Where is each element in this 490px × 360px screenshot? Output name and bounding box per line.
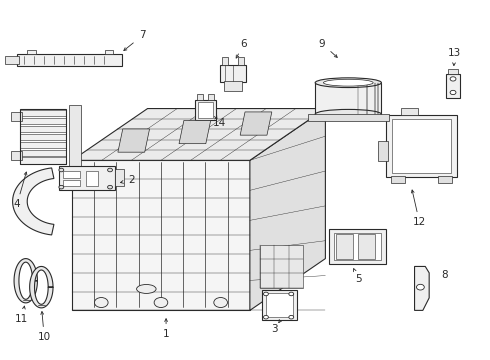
Bar bbox=[59, 166, 115, 190]
Polygon shape bbox=[179, 121, 211, 144]
Polygon shape bbox=[250, 109, 325, 310]
Text: 14: 14 bbox=[213, 118, 226, 128]
Text: 7: 7 bbox=[139, 30, 146, 40]
Bar bbox=[20, 109, 66, 164]
Circle shape bbox=[59, 185, 64, 189]
Bar bbox=[392, 119, 451, 173]
Bar bbox=[439, 176, 452, 183]
Bar bbox=[69, 105, 81, 169]
Bar bbox=[196, 100, 216, 120]
Bar bbox=[401, 108, 418, 114]
Polygon shape bbox=[240, 112, 272, 135]
Bar bbox=[386, 114, 457, 177]
Bar bbox=[238, 57, 244, 64]
Polygon shape bbox=[14, 258, 37, 303]
Bar bbox=[20, 157, 66, 164]
Circle shape bbox=[289, 292, 294, 296]
Bar bbox=[448, 69, 458, 73]
Bar bbox=[223, 81, 242, 91]
Text: 1: 1 bbox=[163, 329, 170, 339]
Bar bbox=[86, 171, 98, 186]
Text: 10: 10 bbox=[38, 332, 51, 342]
Ellipse shape bbox=[137, 284, 156, 293]
Circle shape bbox=[416, 284, 424, 290]
Bar bbox=[63, 180, 80, 186]
Bar bbox=[105, 50, 114, 54]
Circle shape bbox=[289, 315, 294, 319]
Bar bbox=[27, 50, 36, 54]
Bar bbox=[391, 176, 405, 183]
Ellipse shape bbox=[323, 79, 373, 86]
Text: 4: 4 bbox=[14, 199, 20, 209]
Text: 3: 3 bbox=[271, 324, 277, 334]
Bar bbox=[197, 94, 203, 100]
Bar bbox=[220, 64, 246, 82]
Polygon shape bbox=[13, 168, 54, 235]
Text: 5: 5 bbox=[355, 274, 361, 284]
Bar bbox=[20, 110, 66, 117]
Bar bbox=[334, 233, 381, 260]
Bar bbox=[308, 114, 389, 121]
Bar bbox=[315, 83, 381, 114]
Bar bbox=[17, 54, 122, 66]
Bar bbox=[63, 171, 80, 178]
Text: 6: 6 bbox=[241, 39, 247, 49]
Polygon shape bbox=[72, 109, 325, 160]
Text: 11: 11 bbox=[15, 314, 28, 324]
Circle shape bbox=[450, 77, 456, 81]
Bar bbox=[198, 103, 213, 118]
Circle shape bbox=[154, 297, 168, 307]
Polygon shape bbox=[30, 266, 53, 308]
Bar bbox=[20, 118, 66, 124]
Bar bbox=[20, 126, 66, 132]
Circle shape bbox=[264, 315, 269, 319]
Circle shape bbox=[108, 168, 113, 172]
Bar bbox=[11, 152, 22, 160]
Bar bbox=[329, 229, 386, 264]
Bar bbox=[208, 94, 214, 100]
Bar bbox=[20, 149, 66, 156]
Bar bbox=[20, 134, 66, 140]
Bar bbox=[5, 56, 20, 64]
Bar bbox=[377, 141, 388, 161]
Text: 12: 12 bbox=[413, 217, 426, 227]
Bar bbox=[222, 57, 228, 64]
Text: 2: 2 bbox=[129, 175, 135, 185]
Circle shape bbox=[264, 292, 269, 296]
Circle shape bbox=[450, 90, 456, 95]
Ellipse shape bbox=[315, 78, 381, 87]
Bar bbox=[20, 141, 66, 148]
Text: 9: 9 bbox=[318, 39, 325, 49]
Bar bbox=[115, 169, 123, 186]
Circle shape bbox=[59, 168, 64, 172]
Circle shape bbox=[214, 297, 227, 307]
Bar bbox=[446, 73, 460, 98]
Bar bbox=[358, 234, 375, 258]
Bar bbox=[262, 290, 297, 320]
Text: 13: 13 bbox=[448, 48, 461, 58]
Bar bbox=[260, 245, 303, 288]
Text: 8: 8 bbox=[441, 270, 448, 280]
Circle shape bbox=[108, 185, 113, 189]
Polygon shape bbox=[415, 266, 429, 310]
Bar bbox=[11, 112, 22, 121]
Circle shape bbox=[95, 297, 108, 307]
Polygon shape bbox=[118, 129, 149, 152]
Ellipse shape bbox=[315, 109, 381, 119]
Polygon shape bbox=[72, 160, 250, 310]
Bar bbox=[336, 234, 353, 258]
Bar bbox=[266, 293, 293, 317]
